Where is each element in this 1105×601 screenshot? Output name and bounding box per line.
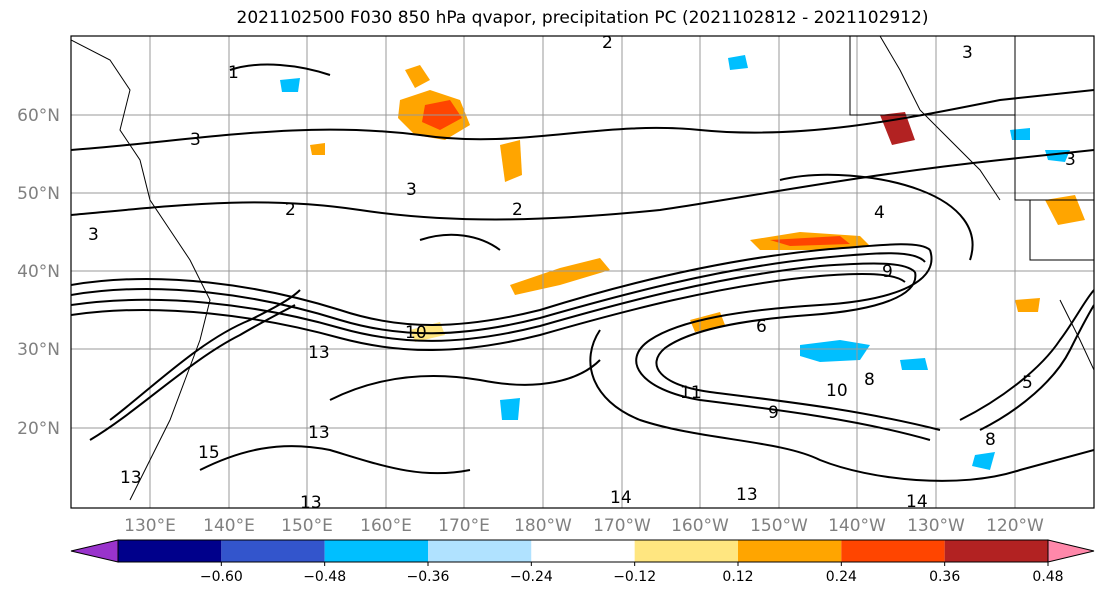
contour-label: 13 <box>736 485 758 505</box>
lat-label-60n: 60°N <box>17 106 60 126</box>
contour-label: 13 <box>120 468 142 488</box>
contour-label: 1 <box>228 63 239 83</box>
longitude-labels: 130°E 140°E 150°E 160°E 170°E 180°W 170°… <box>124 516 1044 536</box>
colorbar-segment <box>944 540 1048 562</box>
graticule <box>71 36 1094 508</box>
contour-label: 2 <box>602 33 613 53</box>
contour-label: 13 <box>308 343 330 363</box>
lon-label: 160°W <box>671 516 729 536</box>
contour-label: 2 <box>512 200 523 220</box>
contour-label: 14 <box>610 488 632 508</box>
colorbar-segment <box>634 540 738 562</box>
colorbar-segment <box>118 540 222 562</box>
colorbar-segment <box>738 540 842 562</box>
contour-label: 15 <box>198 443 220 463</box>
lon-label: 180°W <box>514 516 572 536</box>
colorbar-extend-high <box>1047 539 1095 563</box>
colorbar-tick-label: 0.48 <box>1032 569 1063 585</box>
lat-label-20n: 20°N <box>17 419 60 439</box>
precipitation-shading <box>280 55 1085 470</box>
latitude-labels: 60°N 50°N 40°N 30°N 20°N <box>17 106 60 439</box>
lon-label: 130°E <box>124 516 176 536</box>
contour-label: 9 <box>768 403 779 423</box>
lat-label-50n: 50°N <box>17 184 60 204</box>
map-title: 2021102500 F030 850 hPa qvapor, precipit… <box>236 8 929 28</box>
colorbar-segment <box>324 540 428 562</box>
colorbar-tick-label: −0.36 <box>407 569 450 585</box>
map-plot-area: 1 2 3 3 3 2 3 3 2 4 9 10 13 13 15 13 10 … <box>71 33 1094 513</box>
contour-label: 4 <box>874 203 885 223</box>
colorbar-tick-label: 0.24 <box>826 569 857 585</box>
contour-label: 3 <box>88 225 99 245</box>
colorbar-segment <box>841 540 945 562</box>
contour-label: 10 <box>405 323 427 343</box>
colorbar-tick-label: −0.12 <box>613 569 656 585</box>
contour-label: 14 <box>906 492 928 512</box>
colorbar: −0.60 −0.48 −0.36 −0.24 −0.12 0.12 0.24 0.36 0.4… <box>70 539 1095 585</box>
contour-label: 13 <box>300 493 322 513</box>
contour-label: 8 <box>985 430 996 450</box>
colorbar-tick-label: −0.48 <box>303 569 346 585</box>
lon-label: 150°E <box>281 516 333 536</box>
lon-label: 140°E <box>203 516 255 536</box>
lon-label: 120°W <box>986 516 1044 536</box>
contour-label: 13 <box>308 423 330 443</box>
colorbar-tick-label: −0.60 <box>200 569 243 585</box>
contour-label: 6 <box>756 317 767 337</box>
lon-label: 170°E <box>438 516 490 536</box>
contour-label: 9 <box>882 262 893 282</box>
lat-label-30n: 30°N <box>17 340 60 360</box>
contour-label: 5 <box>1022 373 1033 393</box>
lon-label: 130°W <box>907 516 965 536</box>
lon-label: 160°E <box>360 516 412 536</box>
colorbar-segment <box>221 540 325 562</box>
colorbar-segment <box>428 540 532 562</box>
contour-label: 8 <box>864 370 875 390</box>
coastlines <box>71 36 1094 501</box>
colorbar-segment <box>531 540 635 562</box>
colorbar-tick-label: 0.36 <box>929 569 960 585</box>
contour-label: 10 <box>826 381 848 401</box>
contour-label: 3 <box>190 130 201 150</box>
colorbar-tick-label: 0.12 <box>722 569 753 585</box>
contour-label: 3 <box>962 43 973 63</box>
lon-label: 150°W <box>750 516 808 536</box>
contour-label: 2 <box>285 200 296 220</box>
contour-labels: 1 2 3 3 3 2 3 3 2 4 9 10 13 13 15 13 10 … <box>88 33 1076 513</box>
colorbar-outline <box>117 539 1049 563</box>
contour-label: 11 <box>680 383 702 403</box>
plot-frame <box>70 35 1095 509</box>
contour-label: 3 <box>1065 150 1076 170</box>
lon-label: 140°W <box>828 516 886 536</box>
qvapor-contours <box>71 63 1094 482</box>
lat-label-40n: 40°N <box>17 262 60 282</box>
contour-label: 3 <box>406 180 417 200</box>
colorbar-tick-label: −0.24 <box>510 569 553 585</box>
colorbar-extend-low <box>70 539 119 563</box>
lon-label: 170°W <box>593 516 651 536</box>
